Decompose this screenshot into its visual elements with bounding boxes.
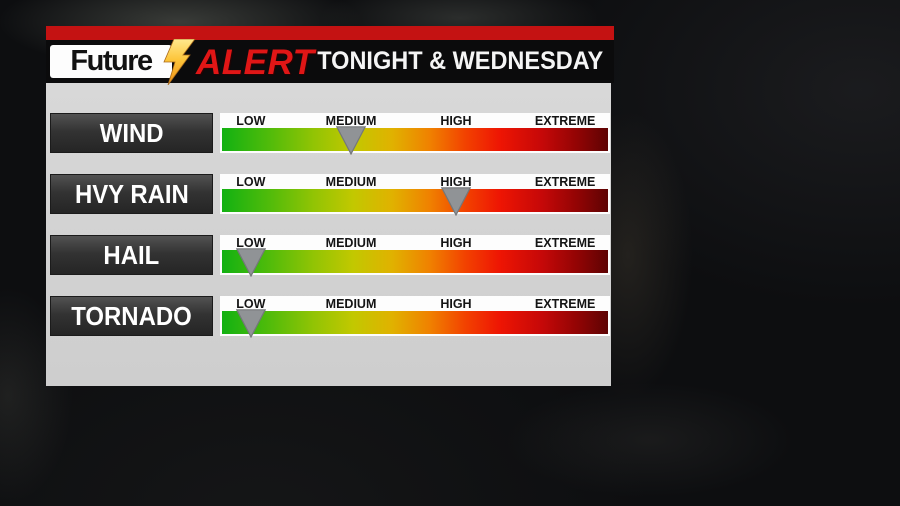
risk-scale: LOW MEDIUM HIGH EXTREME [220, 296, 610, 338]
hazard-label-text: HAIL [103, 239, 160, 270]
scale-label-medium: MEDIUM [325, 236, 377, 250]
marker-triangle-icon [235, 248, 266, 277]
lightning-bolt-icon [160, 39, 196, 85]
marker-triangle-icon [235, 309, 266, 338]
header-subtitle: TONIGHT & WEDNESDAY [317, 47, 603, 75]
marker-triangle-icon [440, 187, 471, 216]
risk-panel: WIND LOW MEDIUM HIGH EXTREME HVY RAIN LO… [46, 83, 611, 386]
scale-label-extreme: EXTREME [534, 175, 596, 189]
risk-gradient [222, 250, 608, 273]
hazard-label-text: TORNADO [71, 300, 192, 331]
risk-gradient [222, 128, 608, 151]
scale-label-high: HIGH [440, 236, 472, 250]
scale-label-medium: MEDIUM [325, 175, 377, 189]
scale-label-high: HIGH [440, 175, 472, 189]
brand-alert-label: ALERT [196, 43, 315, 82]
hazard-label: WIND [50, 113, 213, 153]
marker-triangle-icon [336, 126, 367, 155]
risk-scale: LOW MEDIUM HIGH EXTREME [220, 235, 610, 277]
hazard-label: HVY RAIN [50, 174, 213, 214]
accent-bar [46, 26, 614, 40]
brand-future-label: Future [70, 45, 153, 77]
scale-label-extreme: EXTREME [534, 114, 596, 128]
scale-label-extreme: EXTREME [534, 236, 596, 250]
scale-label-medium: MEDIUM [325, 114, 377, 128]
hazard-label-text: WIND [99, 117, 164, 148]
scale-label-low: LOW [236, 175, 266, 189]
scale-label-high: HIGH [440, 297, 472, 311]
scale-label-low: LOW [236, 114, 266, 128]
scale-label-medium: MEDIUM [325, 297, 377, 311]
scale-label-low: LOW [236, 236, 266, 250]
scale-label-low: LOW [236, 297, 266, 311]
header-bar: Future ALERT TONIGHT & WEDNESDAY [46, 39, 614, 85]
risk-gradient [222, 189, 608, 212]
risk-gradient [222, 311, 608, 334]
risk-scale: LOW MEDIUM HIGH EXTREME [220, 174, 610, 216]
risk-scale: LOW MEDIUM HIGH EXTREME [220, 113, 610, 155]
hazard-label: TORNADO [50, 296, 213, 336]
hazard-label-text: HVY RAIN [74, 178, 189, 209]
scale-label-extreme: EXTREME [534, 297, 596, 311]
scale-label-high: HIGH [440, 114, 472, 128]
brand-future-box: Future [50, 45, 172, 78]
hazard-label: HAIL [50, 235, 213, 275]
